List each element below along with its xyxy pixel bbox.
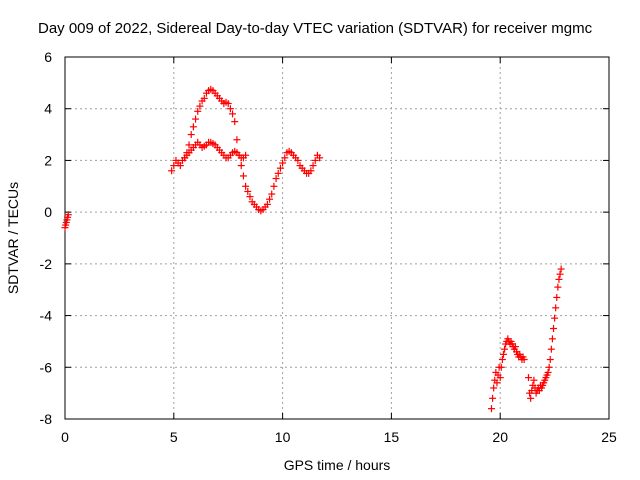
data-point xyxy=(311,156,319,164)
y-axis-label: SDTVAR / TECUs xyxy=(5,182,21,294)
data-point xyxy=(272,175,280,183)
data-point xyxy=(511,343,519,351)
data-point xyxy=(268,190,276,198)
data-point xyxy=(544,368,552,376)
data-point xyxy=(556,270,564,278)
data-point xyxy=(239,172,247,180)
data-point xyxy=(224,100,232,108)
x-tick-label: 10 xyxy=(275,429,291,445)
x-tick-label: 15 xyxy=(384,429,400,445)
x-tick-label: 0 xyxy=(61,429,69,445)
data-point xyxy=(168,167,176,175)
data-point xyxy=(242,151,250,159)
y-tick-label: -6 xyxy=(40,359,53,375)
data-point xyxy=(490,384,498,392)
data-point xyxy=(233,136,241,144)
data-point xyxy=(231,118,239,126)
data-point xyxy=(274,169,282,177)
data-point xyxy=(546,356,554,364)
data-point xyxy=(548,335,556,343)
data-point xyxy=(276,164,284,172)
data-point xyxy=(194,107,202,115)
chart-title: Day 009 of 2022, Sidereal Day-to-day VTE… xyxy=(38,20,593,37)
data-point xyxy=(170,162,178,170)
data-point xyxy=(498,356,506,364)
data-point xyxy=(266,195,274,203)
data-point xyxy=(550,325,558,332)
data-point xyxy=(281,154,289,162)
data-point xyxy=(316,154,324,162)
data-point xyxy=(242,182,250,190)
x-axis-label: GPS time / hours xyxy=(284,457,391,473)
data-point xyxy=(501,345,509,353)
data-point xyxy=(229,110,237,118)
data-points xyxy=(61,85,565,413)
data-point xyxy=(552,304,560,312)
x-tick-label: 25 xyxy=(601,429,617,445)
data-point xyxy=(487,405,495,413)
tick-labels: 0 5 10 15 20 25 -8 -6 -4 -2 0 2 4 6 xyxy=(40,49,617,445)
data-point xyxy=(200,94,208,102)
data-point xyxy=(226,105,234,113)
y-tick-label: -8 xyxy=(40,411,53,427)
data-point xyxy=(196,102,204,110)
y-tick-label: -2 xyxy=(40,256,53,272)
data-point xyxy=(279,159,287,167)
data-point xyxy=(309,162,317,170)
data-point xyxy=(270,182,278,190)
data-point xyxy=(246,193,254,201)
plot-frame xyxy=(64,56,610,420)
data-point xyxy=(64,211,72,219)
data-point xyxy=(555,275,563,283)
data-point xyxy=(263,200,271,208)
data-point xyxy=(499,350,507,358)
data-point xyxy=(553,293,561,301)
data-point xyxy=(530,376,538,384)
data-point xyxy=(192,115,200,123)
data-point xyxy=(554,283,562,291)
data-point xyxy=(189,123,197,131)
data-point xyxy=(244,187,252,195)
y-tick-label: 2 xyxy=(44,152,52,168)
data-point xyxy=(489,394,497,402)
data-point xyxy=(187,131,195,139)
data-point xyxy=(545,363,553,371)
data-point xyxy=(307,167,315,175)
data-point xyxy=(496,374,504,382)
data-point xyxy=(527,394,535,402)
grid xyxy=(65,57,609,419)
y-tick-label: 0 xyxy=(44,204,52,220)
y-tick-label: -4 xyxy=(40,308,53,324)
data-point xyxy=(237,162,245,170)
data-point xyxy=(294,156,302,164)
y-tick-label: 6 xyxy=(44,49,52,65)
data-point xyxy=(557,265,565,273)
data-point xyxy=(551,314,559,322)
data-point xyxy=(176,162,184,170)
data-point xyxy=(524,374,532,382)
data-point xyxy=(520,356,528,364)
x-tick-label: 5 xyxy=(170,429,178,445)
y-tick-label: 4 xyxy=(44,101,52,117)
data-point xyxy=(493,379,501,387)
data-point xyxy=(185,141,193,149)
data-point xyxy=(547,345,555,353)
data-point xyxy=(497,363,505,371)
x-tick-label: 20 xyxy=(492,429,508,445)
